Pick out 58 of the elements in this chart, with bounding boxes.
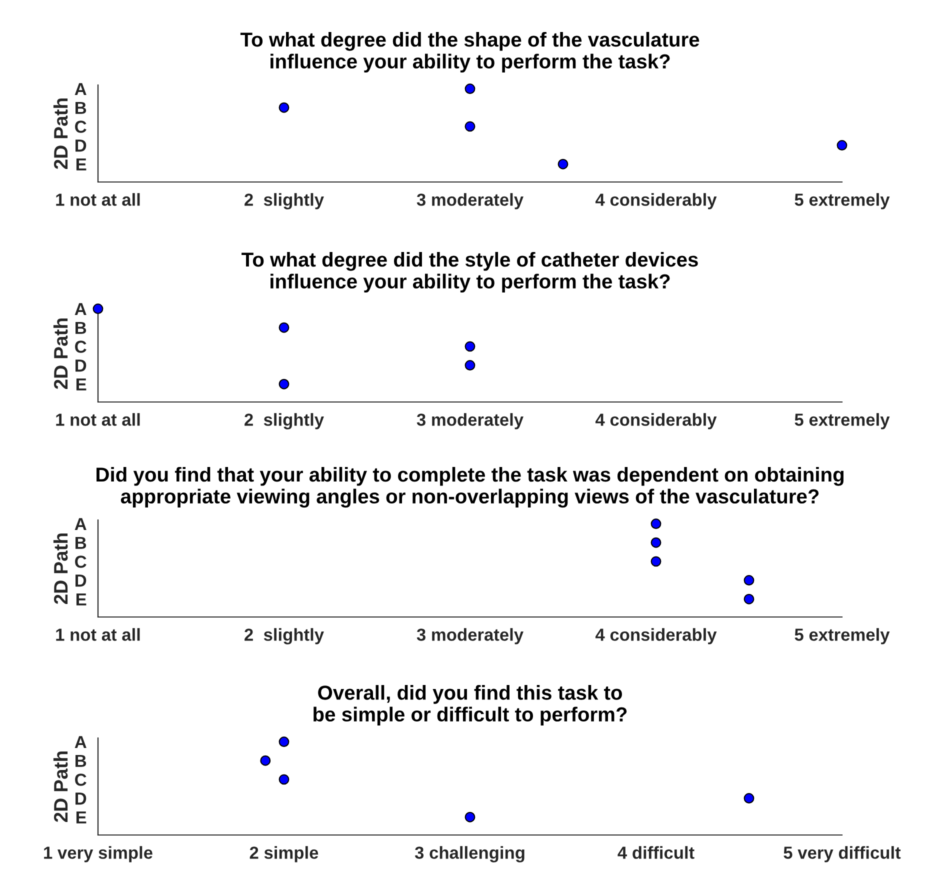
point	[278, 102, 290, 113]
y-tick-label: D	[76, 360, 86, 372]
x-tick-label: 2 slightly	[244, 628, 324, 644]
y-tick-label: C	[75, 120, 86, 133]
y-tick-label: A	[74, 518, 86, 530]
y-tick-label: A	[74, 83, 86, 96]
x-tick-label: 3 moderately	[416, 628, 524, 644]
chart-title: To what degree did the style of catheter devices influence your ability to perform the task?	[242, 252, 698, 293]
x-tick-label: 2 simple	[250, 846, 318, 862]
y-tick-label: A	[74, 736, 86, 748]
x-tick-label: 1 very simple	[44, 846, 152, 862]
x-tick-label: 5 extremely	[794, 413, 890, 430]
point	[278, 774, 290, 785]
y-axis-title: 2D Path	[53, 318, 68, 390]
point	[464, 121, 476, 132]
y-tick-label: E	[76, 593, 86, 606]
x-tick-label: 1 not at all	[56, 628, 140, 641]
y-axis-title: 2D Path	[53, 98, 68, 170]
x-tick-label: 4 considerably	[595, 413, 717, 430]
point	[836, 140, 848, 150]
x-tick-label: 3 moderately	[416, 193, 524, 210]
x-tick-label: 3 challenging	[414, 846, 524, 862]
y-tick-label: C	[75, 340, 86, 353]
point	[260, 755, 271, 766]
x-tick-label: 5 very difficult	[784, 846, 901, 862]
x-tick-label: 4 considerably	[595, 193, 717, 210]
y-tick-label: D	[76, 792, 86, 805]
x-tick-label: 4 difficult	[618, 846, 694, 859]
point	[464, 812, 476, 822]
chart-title: To what degree did the shape of the vasculature influence your ability to perform the task?	[240, 32, 700, 73]
y-tick-label: E	[76, 158, 86, 170]
x-tick-label: 2 slightly	[244, 413, 324, 430]
x-tick-label: 2 slightly	[244, 193, 324, 210]
y-tick-label: E	[76, 811, 86, 824]
x-tick-label: 5 extremely	[794, 628, 890, 644]
y-tick-label: A	[74, 303, 86, 316]
y-axis-title: 2D Path	[53, 752, 68, 822]
point	[558, 158, 568, 170]
y-axis-title: 2D Path	[53, 534, 68, 604]
chart-title: Overall, did you find this task to be simple or difficult to perform?	[314, 685, 627, 726]
chart-title: Did you find that your ability to complete the task was dependent on obtaining appropriate viewing angles or non-overlapping views of the vasculature?	[96, 466, 844, 508]
x-tick-label: 1 not at all	[56, 413, 140, 426]
y-tick-label: B	[76, 754, 86, 767]
y-tick-label: D	[76, 574, 86, 587]
y-tick-label: B	[76, 102, 86, 114]
y-tick-label: C	[75, 556, 86, 568]
y-tick-label: E	[76, 378, 86, 390]
point	[464, 84, 476, 94]
y-tick-label: B	[76, 536, 86, 549]
x-tick-label: 1 not at all	[56, 193, 140, 206]
x-tick-label: 5 extremely	[794, 193, 890, 210]
y-tick-label: B	[76, 322, 86, 334]
x-tick-label: 3 moderately	[416, 413, 524, 430]
point	[744, 793, 754, 804]
y-tick-label: D	[76, 140, 86, 152]
point	[278, 736, 290, 747]
x-tick-label: 4 considerably	[595, 628, 717, 644]
y-tick-label: C	[75, 774, 86, 786]
